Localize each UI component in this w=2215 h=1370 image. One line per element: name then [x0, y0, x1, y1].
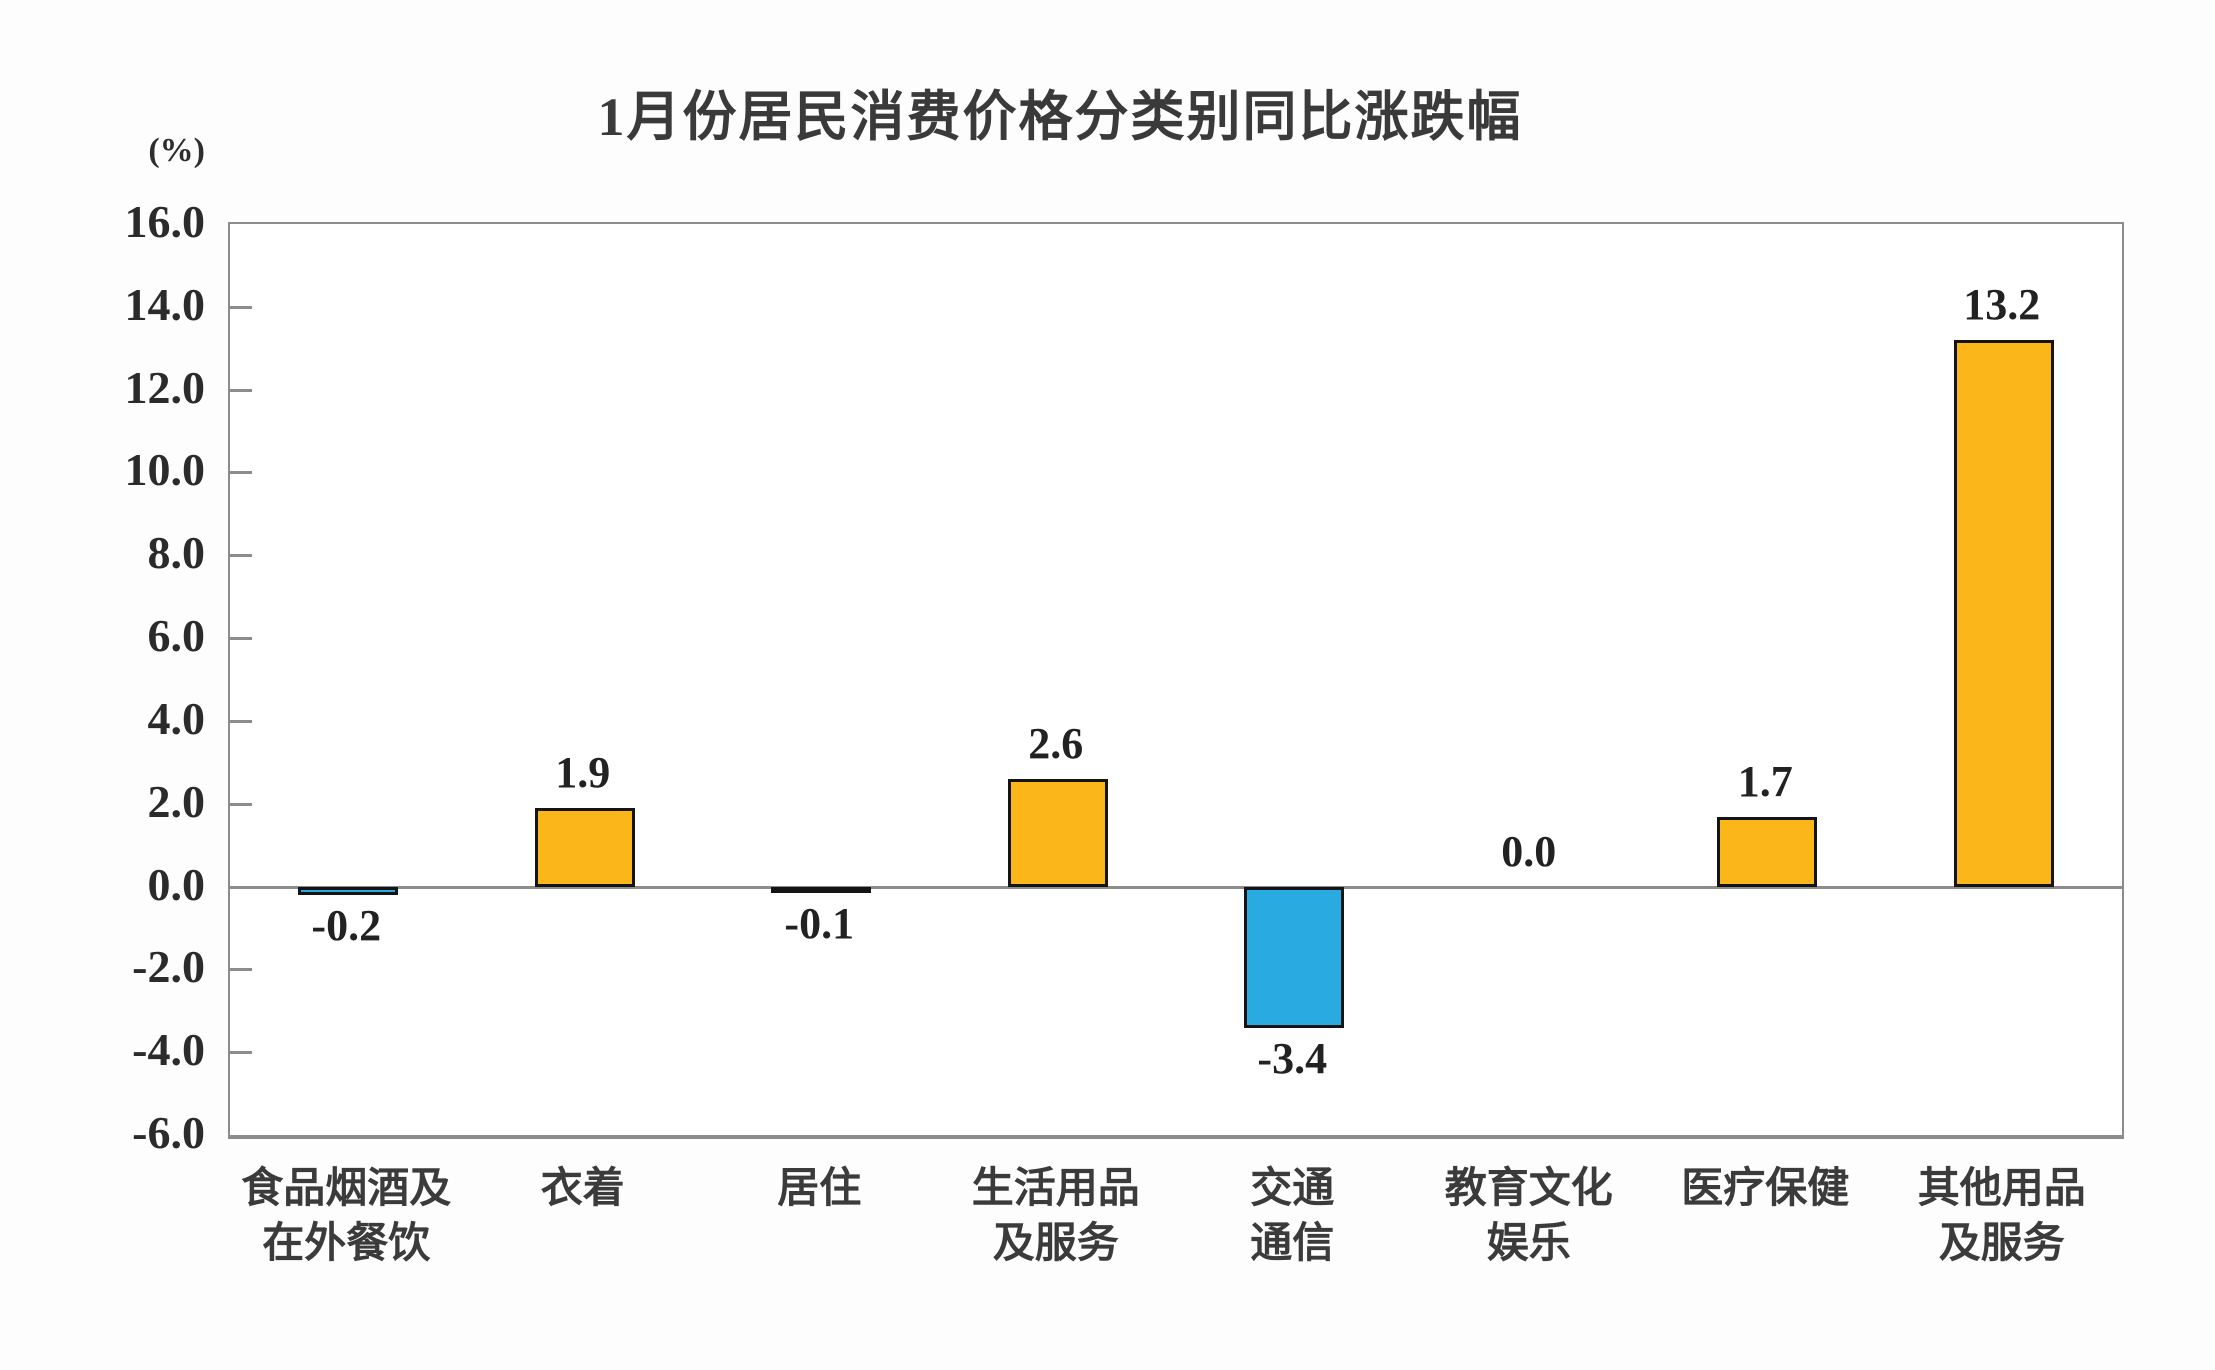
- x-axis-category-label-line: 在外餐饮: [262, 1221, 431, 1267]
- x-axis-category-label-line: 其他用品: [1917, 1166, 2086, 1212]
- y-axis-tick-mark: [230, 1051, 252, 1055]
- plot-area: [228, 222, 2124, 1139]
- y-axis-tick-mark: [230, 471, 252, 475]
- y-axis-tick-mark: [230, 968, 252, 972]
- x-axis-category-label-line: 及服务: [1938, 1221, 2065, 1267]
- x-axis-category-label: 其他用品 及服务: [1884, 1162, 2120, 1272]
- x-axis-category-label: 衣着: [465, 1162, 701, 1217]
- bar-positive: [1007, 778, 1108, 887]
- y-axis-tick-mark: [230, 305, 252, 309]
- bar-negative: [771, 886, 872, 893]
- y-axis-tick-mark: [230, 637, 252, 641]
- y-axis-tick-mark: [230, 719, 252, 723]
- y-axis-tick-label: 6.0: [147, 610, 206, 662]
- bar-value-label: -0.1: [784, 898, 855, 948]
- x-axis-category-label: 医疗保健: [1647, 1162, 1883, 1217]
- x-axis-category-label: 居住: [701, 1162, 937, 1217]
- y-axis-tick-label: 2.0: [147, 775, 206, 827]
- x-axis-category-label-line: 衣着: [540, 1166, 625, 1212]
- y-axis-tick-label: 14.0: [124, 278, 206, 330]
- y-axis-tick-label: 8.0: [147, 527, 206, 579]
- y-axis-tick-label: 16.0: [124, 196, 206, 247]
- x-axis-category-label: 生活用品 及服务: [938, 1162, 1174, 1272]
- y-axis-tick-label: -2.0: [132, 941, 205, 993]
- x-axis-category-label: 食品烟酒及 在外餐饮: [228, 1162, 464, 1272]
- y-axis-unit-label: (%): [148, 132, 205, 169]
- x-axis-category-label-line: 食品烟酒及: [241, 1166, 452, 1212]
- x-axis-category-label: 交通 通信: [1174, 1162, 1410, 1272]
- chart-title: 1月份居民消费价格分类别同比涨跌幅: [597, 87, 1523, 147]
- bar-value-label: 1.7: [1737, 756, 1793, 806]
- x-axis-category-label-line: 及服务: [992, 1221, 1119, 1267]
- y-axis-tick-mark: [230, 388, 252, 392]
- x-axis-category-label-line: 娱乐: [1486, 1221, 1571, 1267]
- y-axis-tick-mark: [230, 554, 252, 558]
- bar-positive: [1717, 816, 1818, 887]
- bar-value-label: 1.9: [555, 747, 611, 797]
- x-axis-category-label-line: 教育文化: [1444, 1166, 1613, 1212]
- y-axis-tick-mark: [230, 802, 252, 806]
- y-axis-tick-label: 12.0: [124, 361, 206, 413]
- x-axis-category-label-line: 生活用品: [971, 1166, 1140, 1212]
- y-axis-tick-label: -4.0: [132, 1024, 205, 1076]
- y-axis-tick-label: 0.0: [147, 858, 206, 910]
- bar-value-label: 2.6: [1028, 718, 1084, 768]
- x-axis-category-label-line: 交通: [1250, 1166, 1335, 1212]
- y-axis-tick-label: -6.0: [132, 1107, 205, 1158]
- y-axis-tick-label: 10.0: [124, 444, 206, 496]
- bar-value-label: 0.0: [1501, 826, 1557, 876]
- x-axis-category-label-line: 通信: [1250, 1221, 1335, 1267]
- bar-negative: [298, 886, 399, 895]
- bar-value-label: -0.2: [311, 900, 382, 950]
- bar-negative: [1244, 886, 1345, 1028]
- bar-positive: [534, 807, 635, 887]
- bar-positive: [1953, 339, 2054, 887]
- bar-value-label: -3.4: [1257, 1033, 1328, 1083]
- x-axis-category-label: 教育文化 娱乐: [1411, 1162, 1647, 1272]
- bar-value-label: 13.2: [1963, 279, 2041, 329]
- y-axis-tick-label: 4.0: [147, 692, 206, 744]
- x-axis-category-label-line: 医疗保健: [1681, 1166, 1850, 1212]
- zero-baseline: [230, 885, 2122, 889]
- x-axis-category-label-line: 居住: [777, 1166, 862, 1212]
